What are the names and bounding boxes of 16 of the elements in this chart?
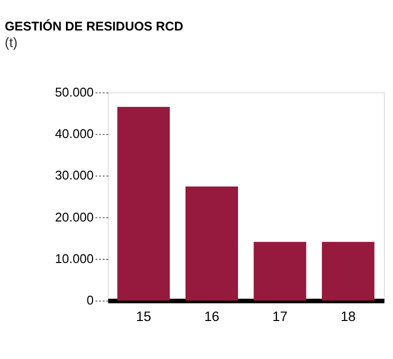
- x-tick-label: 18: [340, 308, 356, 324]
- bar: [117, 106, 170, 301]
- x-tick-label: 16: [204, 308, 220, 324]
- y-tick-label: 50.000: [55, 85, 94, 100]
- bar: [254, 242, 306, 301]
- x-tick-label: 15: [136, 308, 152, 324]
- chart-title: GESTIÓN DE RESIDUOS RCD: [4, 18, 184, 34]
- y-tick-label: 20.000: [55, 210, 94, 224]
- y-tick-label: 10.000: [55, 252, 94, 266]
- x-tick-label: 17: [272, 308, 288, 324]
- chart-subtitle: (t): [4, 35, 18, 50]
- y-tick-label: 0: [86, 294, 94, 308]
- y-tick-label: 30.000: [55, 168, 94, 183]
- bar: [185, 186, 238, 301]
- bar: [322, 242, 374, 301]
- y-tick-label: 40.000: [55, 127, 94, 142]
